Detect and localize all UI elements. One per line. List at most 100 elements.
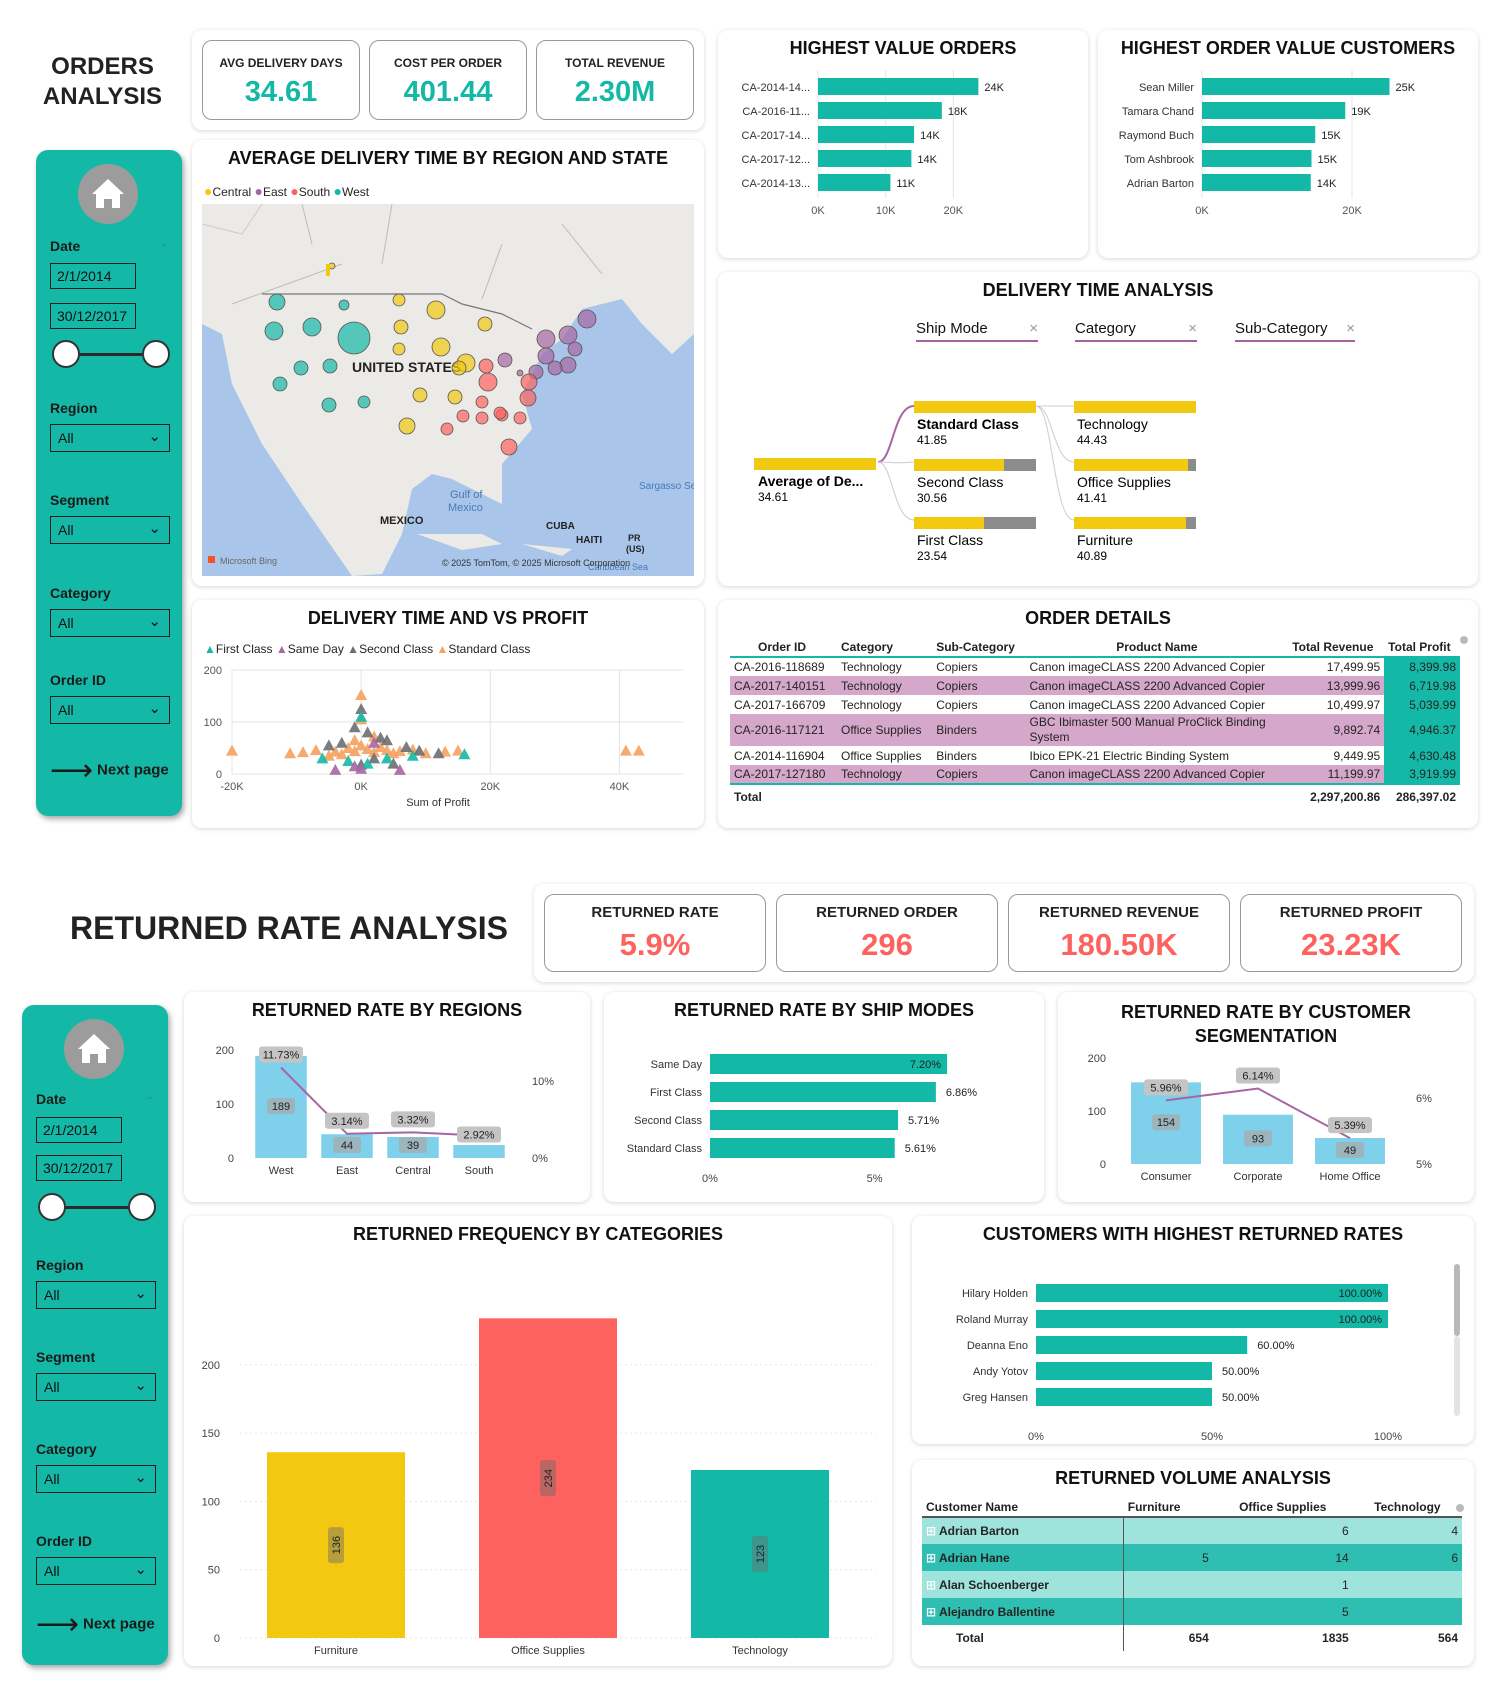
bar[interactable] [710,1110,899,1130]
bar[interactable] [479,1318,617,1638]
date-slider-end[interactable] [142,340,170,368]
map-bubble-south[interactable] [456,409,470,423]
map-bubble-central[interactable] [398,417,416,435]
map-bubble-east[interactable] [497,352,513,368]
bar[interactable] [1036,1310,1388,1328]
scatter-point[interactable] [380,734,393,746]
scatter-point[interactable] [322,739,335,751]
bar[interactable] [1036,1362,1212,1380]
scatter-point[interactable] [374,731,387,743]
date-start-input[interactable]: 2/1/2014 [36,1117,122,1143]
next-page-button[interactable]: ⟶ Next page [36,1608,155,1641]
date-end-input[interactable]: 30/12/2017 [50,303,136,329]
scatter-point[interactable] [348,760,361,772]
scatter-point[interactable] [380,744,393,756]
scatter-point[interactable] [355,688,368,700]
expand-icon[interactable]: ⊞ [926,1604,939,1619]
table-row[interactable]: CA-2017-127180 Technology Copiers Canon ima… [730,765,1460,784]
scatter-point[interactable] [335,748,348,760]
chevron-down-icon[interactable]: ⌄ [159,238,168,249]
map-bubble-south[interactable] [519,389,537,407]
map-bubble-south[interactable] [475,411,489,425]
scrollbar[interactable] [1454,1264,1460,1336]
map-bubble-central[interactable] [392,293,406,307]
map-bubble-south[interactable] [520,373,538,391]
region-dropdown[interactable]: All ⌄ [50,424,170,452]
table-row[interactable]: CA-2016-117121 Office Supplies Binders GBC … [730,714,1460,746]
scatter-point[interactable] [368,736,381,748]
scatter-point[interactable] [355,710,368,722]
map-bubble-west[interactable] [322,358,338,374]
region-dropdown[interactable]: All ⌄ [36,1281,156,1309]
scatter-point[interactable] [393,763,406,775]
col-order-id[interactable]: Order ID [730,638,837,658]
map-bubble-west[interactable] [264,321,284,341]
orderid-dropdown[interactable]: All ⌄ [36,1557,156,1585]
map-bubble-south[interactable] [478,358,494,374]
scatter-point[interactable] [361,757,374,769]
close-icon[interactable]: × [1029,320,1038,337]
decomp-cat-1[interactable]: Office Supplies [1077,474,1171,490]
map-bubble-west[interactable] [293,360,309,376]
map-bubble-east[interactable] [577,309,597,329]
returned-by-category-chart[interactable]: 0 50 100 150 200 Furniture 136 Office Supplies 2… [184,1256,892,1666]
scatter-point[interactable] [348,734,361,746]
scatter-point[interactable] [406,749,419,761]
scatter-point[interactable] [432,747,445,759]
expand-icon[interactable]: ⊞ [926,1577,939,1592]
matrix-row[interactable]: ⊞ Adrian Barton 6 4 [922,1517,1462,1544]
scatter-point[interactable] [413,744,426,756]
map-bubble-central[interactable] [477,316,493,332]
scatter-point[interactable] [226,744,238,756]
map-bubble-central[interactable] [392,342,406,356]
bar[interactable] [818,102,942,119]
map-bubble-central[interactable] [412,387,428,403]
filter-ship-mode[interactable]: Ship Mode × [916,320,1038,342]
col-total-profit[interactable]: Total Profit [1384,638,1460,658]
scatter-point[interactable] [400,740,413,752]
col-category[interactable]: Category [836,638,933,658]
scatter-point[interactable] [329,745,342,757]
map-bubble-east[interactable] [558,325,578,345]
map-bubble-west[interactable] [321,397,337,413]
table-row[interactable]: CA-2014-116904 Office Supplies Binders Ibic… [730,746,1460,765]
category-dropdown[interactable]: All ⌄ [50,609,170,637]
bar[interactable] [1202,174,1311,191]
segment-dropdown[interactable]: All ⌄ [36,1373,156,1401]
map-bubble-south[interactable] [513,411,527,425]
map-bubble-west[interactable] [337,321,371,355]
scatter-point[interactable] [284,747,297,759]
date-end-input[interactable]: 30/12/2017 [36,1155,122,1181]
scatter-point[interactable] [368,746,381,758]
bar[interactable] [267,1452,405,1638]
scatter-point[interactable] [393,745,406,757]
bar[interactable] [1036,1336,1248,1354]
home-button[interactable] [78,164,138,224]
map-bubble-west[interactable] [357,395,371,409]
bar[interactable] [818,78,979,95]
table-row[interactable]: CA-2017-166709 Technology Copiers Canon ima… [730,695,1460,714]
scatter-point[interactable] [348,721,361,733]
map-bubble-west[interactable] [302,317,322,337]
map-bubble-west[interactable] [338,299,350,311]
col-total-revenue[interactable]: Total Revenue [1288,638,1385,658]
bar[interactable] [691,1469,829,1638]
bar[interactable] [710,1054,948,1074]
map-bubble-east[interactable] [567,341,583,357]
decomp-cat-2[interactable]: Furniture [1077,532,1133,548]
category-dropdown[interactable]: All ⌄ [36,1465,156,1493]
map-bubble-west[interactable] [272,376,288,392]
close-icon[interactable]: × [1188,320,1197,337]
scatter-point[interactable] [329,763,342,775]
bar[interactable] [453,1145,505,1158]
map-bubble-east[interactable] [559,356,577,374]
scatter-point[interactable] [342,742,355,753]
bar[interactable] [818,126,915,143]
decomp-ship-0[interactable]: Standard Class [917,416,1019,432]
table-row[interactable]: CA-2016-118689 Technology Copiers Canon ima… [730,657,1460,676]
bar[interactable] [818,150,912,167]
scatter-point[interactable] [316,752,329,764]
map-bubble-west[interactable] [268,293,286,311]
scatter-point[interactable] [380,752,393,764]
col-office-supplies[interactable]: Office Supplies [1212,1498,1353,1518]
